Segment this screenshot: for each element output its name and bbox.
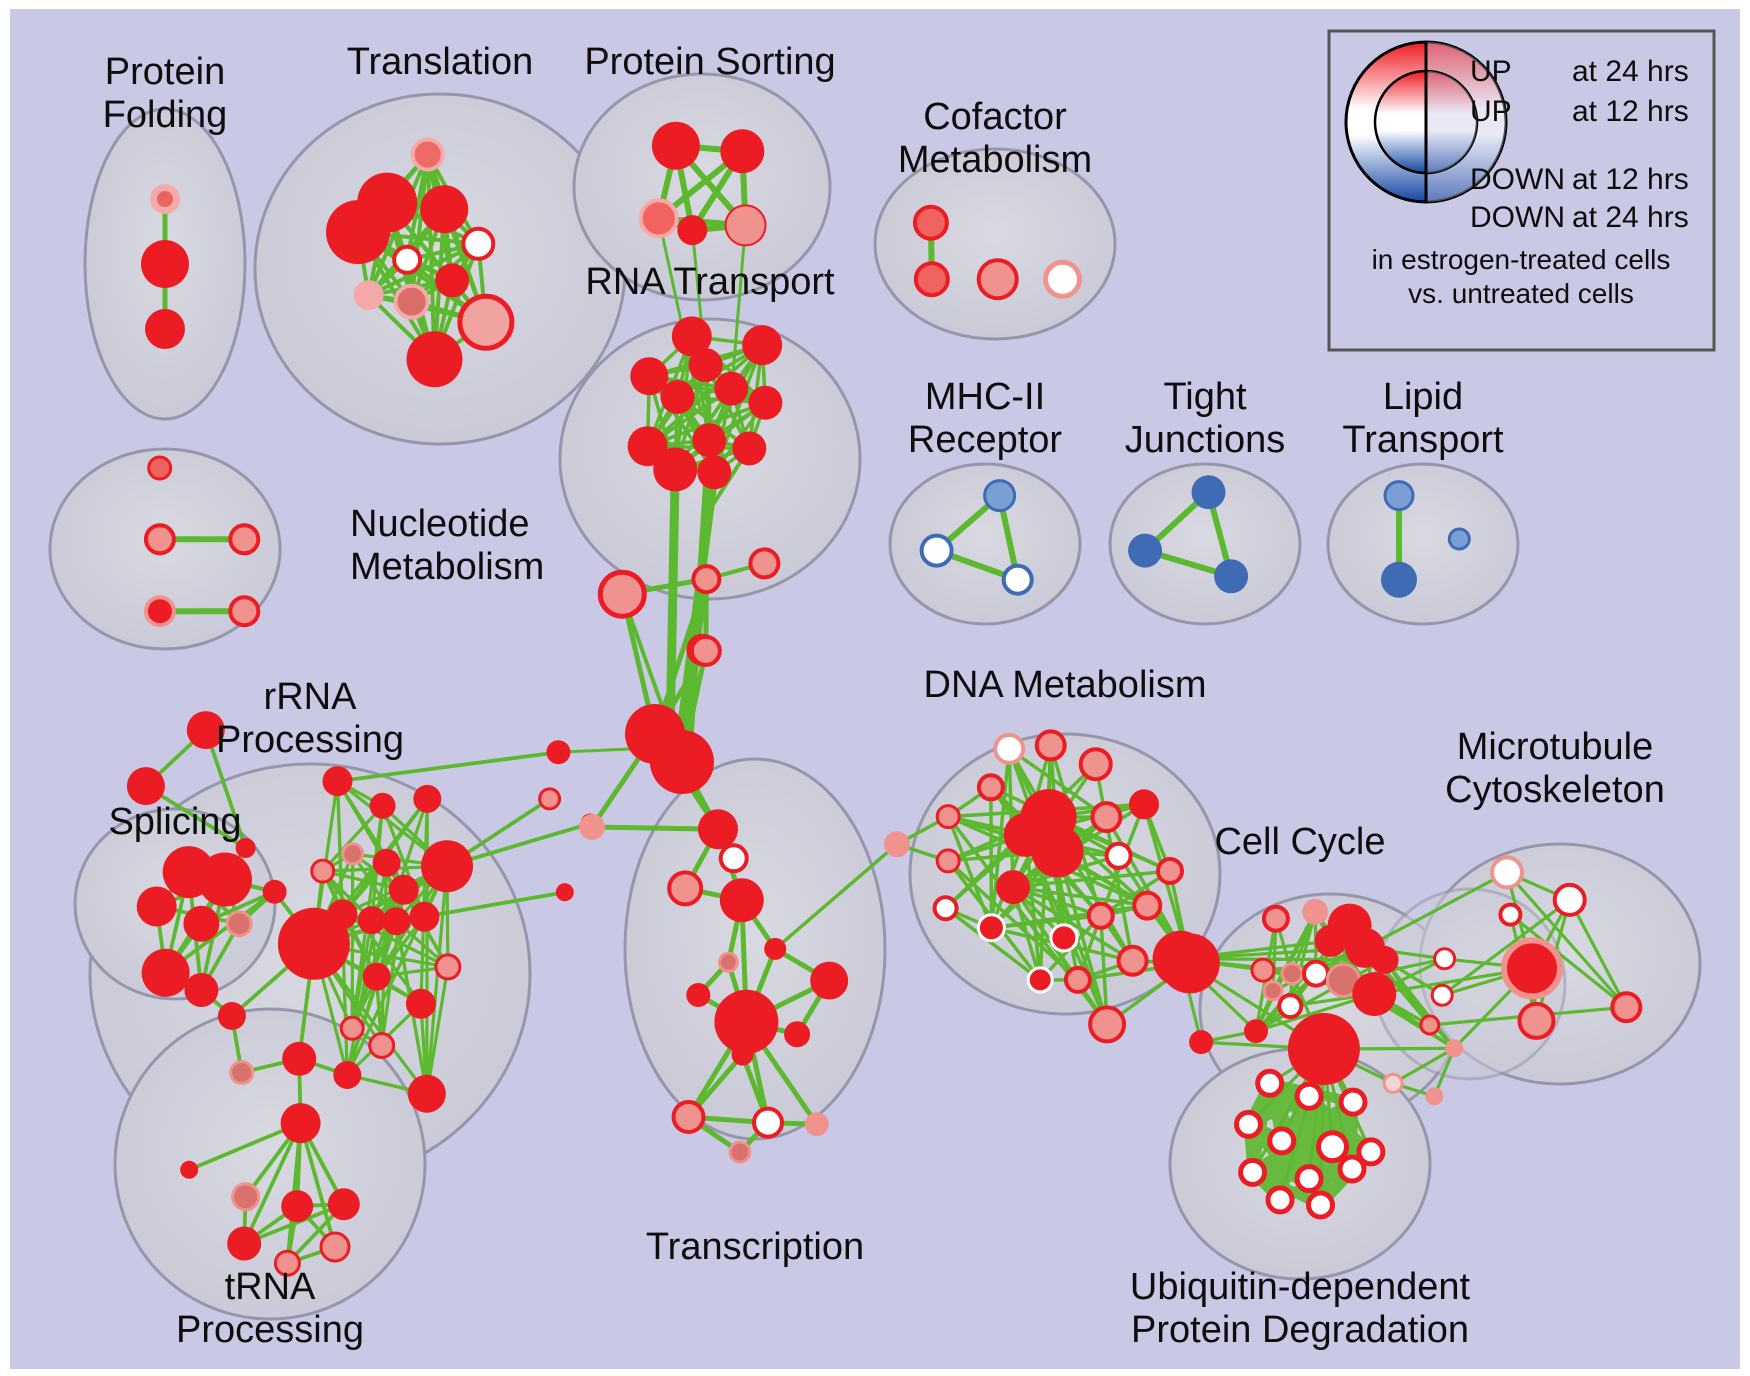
- svg-text:vs. untreated cells: vs. untreated cells: [1408, 278, 1634, 309]
- svg-text:Processing: Processing: [216, 719, 404, 761]
- svg-text:Junctions: Junctions: [1125, 419, 1286, 461]
- svg-text:tRNA: tRNA: [225, 1266, 316, 1308]
- svg-text:at 24 hrs: at 24 hrs: [1572, 55, 1689, 88]
- svg-text:Folding: Folding: [103, 94, 228, 136]
- svg-text:MHC-II: MHC-II: [925, 376, 1045, 418]
- svg-text:at 24 hrs: at 24 hrs: [1572, 201, 1689, 234]
- svg-text:DOWN: DOWN: [1470, 163, 1565, 196]
- svg-text:Protein: Protein: [105, 51, 225, 93]
- svg-text:Tight: Tight: [1163, 376, 1247, 418]
- svg-text:Cofactor: Cofactor: [923, 96, 1067, 138]
- svg-text:Protein Sorting: Protein Sorting: [584, 41, 835, 83]
- svg-text:Ubiquitin-dependent: Ubiquitin-dependent: [1130, 1266, 1471, 1308]
- svg-text:DNA Metabolism: DNA Metabolism: [924, 664, 1207, 706]
- svg-text:Metabolism: Metabolism: [898, 139, 1092, 181]
- svg-text:at 12 hrs: at 12 hrs: [1572, 95, 1689, 128]
- svg-text:UP: UP: [1470, 95, 1512, 128]
- svg-text:Lipid: Lipid: [1383, 376, 1463, 418]
- svg-text:Transport: Transport: [1342, 419, 1504, 461]
- svg-text:Protein Degradation: Protein Degradation: [1131, 1309, 1469, 1351]
- svg-text:Cytoskeleton: Cytoskeleton: [1445, 769, 1665, 811]
- svg-text:Transcription: Transcription: [646, 1226, 864, 1268]
- svg-text:Translation: Translation: [347, 41, 534, 83]
- svg-text:Processing: Processing: [176, 1309, 364, 1351]
- svg-text:Splicing: Splicing: [108, 801, 241, 843]
- svg-text:UP: UP: [1470, 55, 1512, 88]
- svg-text:Metabolism: Metabolism: [350, 546, 544, 588]
- svg-text:rRNA: rRNA: [264, 676, 358, 718]
- svg-text:Nucleotide: Nucleotide: [350, 503, 530, 545]
- svg-text:Receptor: Receptor: [908, 419, 1063, 461]
- svg-text:DOWN: DOWN: [1470, 201, 1565, 234]
- svg-text:Microtubule: Microtubule: [1457, 726, 1653, 768]
- svg-text:in estrogen-treated cells: in estrogen-treated cells: [1372, 244, 1671, 275]
- svg-text:Cell Cycle: Cell Cycle: [1214, 821, 1385, 863]
- svg-text:at 12 hrs: at 12 hrs: [1572, 163, 1689, 196]
- svg-text:RNA Transport: RNA Transport: [585, 261, 835, 303]
